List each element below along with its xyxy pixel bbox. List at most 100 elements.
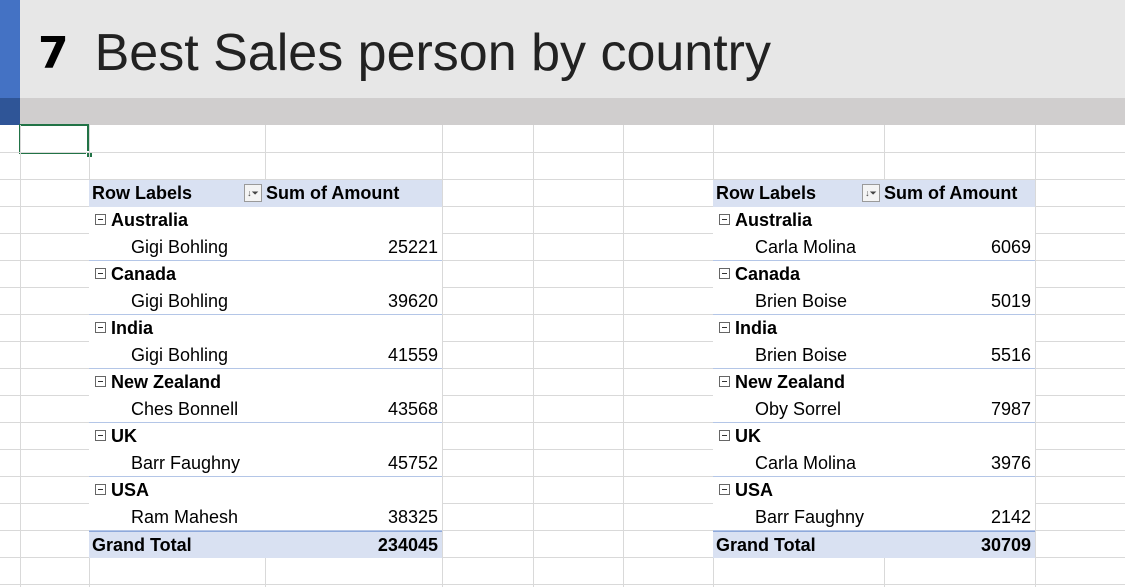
country-label: Canada [111, 264, 177, 284]
country-label: India [735, 318, 778, 338]
collapse-minus-icon[interactable] [95, 322, 106, 333]
grid-row-line [0, 476, 1125, 477]
grand-total-value: 30709 [980, 535, 1031, 555]
salesperson-row[interactable]: Ram Mahesh 38325 [89, 504, 442, 531]
country-label: Canada [735, 264, 801, 284]
title-number: 7 [38, 27, 69, 79]
salesperson-row[interactable]: Barr Faughny 2142 [713, 504, 1035, 531]
amount-value: 5516 [990, 345, 1031, 365]
sum-of-amount-header[interactable]: Sum of Amount [884, 183, 1018, 203]
salesperson-row[interactable]: Carla Molina 3976 [713, 450, 1035, 477]
grid-column-line [1035, 125, 1036, 587]
filter-sort-icon[interactable]: ↓⏷ [244, 184, 262, 202]
country-group-row[interactable]: New Zealand [89, 369, 442, 396]
collapse-minus-icon[interactable] [95, 484, 106, 495]
collapse-minus-icon[interactable] [95, 376, 106, 387]
banner-sub-band [0, 98, 1125, 125]
grid-row-line [0, 260, 1125, 261]
collapse-minus-icon[interactable] [719, 376, 730, 387]
country-group-row[interactable]: USA [713, 477, 1035, 504]
amount-value: 3976 [990, 453, 1031, 473]
country-label: New Zealand [735, 372, 846, 392]
title-banner [0, 0, 1125, 98]
row-labels-header[interactable]: Row Labels [716, 183, 817, 203]
grid-row-line [0, 233, 1125, 234]
grand-total-label: Grand Total [92, 535, 192, 555]
collapse-minus-icon[interactable] [95, 214, 106, 225]
country-group-row[interactable]: New Zealand [713, 369, 1035, 396]
salesperson-row[interactable]: Oby Sorrel 7987 [713, 396, 1035, 423]
salesperson-name: Ches Bonnell [131, 399, 239, 419]
grid-row-line [0, 341, 1125, 342]
country-group-row[interactable]: Australia [713, 207, 1035, 234]
salesperson-row[interactable]: Brien Boise 5019 [713, 288, 1035, 315]
country-group-row[interactable]: India [713, 315, 1035, 342]
grid-row-line [0, 422, 1125, 423]
country-label: UK [111, 426, 137, 446]
amount-value: 2142 [990, 507, 1031, 527]
country-group-row[interactable]: Australia [89, 207, 442, 234]
grid-column-line [442, 125, 443, 587]
salesperson-row[interactable]: Gigi Bohling 25221 [89, 234, 442, 261]
salesperson-row[interactable]: Barr Faughny 45752 [89, 450, 442, 477]
salesperson-row[interactable]: Carla Molina 6069 [713, 234, 1035, 261]
grid-column-line [20, 125, 21, 587]
collapse-minus-icon[interactable] [95, 430, 106, 441]
grid-row-line [0, 152, 1125, 153]
salesperson-name: Carla Molina [755, 237, 857, 257]
amount-value: 45752 [387, 453, 438, 473]
collapse-minus-icon[interactable] [719, 214, 730, 225]
country-label: USA [735, 480, 774, 500]
salesperson-name: Oby Sorrel [755, 399, 842, 419]
salesperson-row[interactable]: Gigi Bohling 41559 [89, 342, 442, 369]
salesperson-name: Brien Boise [755, 291, 848, 311]
page-title: 7 Best Sales person by country [38, 18, 771, 88]
country-label: New Zealand [111, 372, 222, 392]
grand-total-row[interactable]: Grand Total 234045 [89, 531, 442, 558]
grid-row-line [0, 287, 1125, 288]
country-label: Australia [735, 210, 813, 230]
salesperson-row[interactable]: Brien Boise 5516 [713, 342, 1035, 369]
grid-row-line [0, 179, 1125, 180]
amount-value: 6069 [990, 237, 1031, 257]
salesperson-row[interactable]: Ches Bonnell 43568 [89, 396, 442, 423]
collapse-minus-icon[interactable] [719, 268, 730, 279]
country-group-row[interactable]: India [89, 315, 442, 342]
grid-row-line [0, 395, 1125, 396]
country-label: UK [735, 426, 761, 446]
grid-row-line [0, 368, 1125, 369]
country-group-row[interactable]: UK [89, 423, 442, 450]
collapse-minus-icon[interactable] [95, 268, 106, 279]
salesperson-name: Ram Mahesh [131, 507, 239, 527]
amount-value: 39620 [387, 291, 438, 311]
country-group-row[interactable]: Canada [713, 261, 1035, 288]
sum-of-amount-header[interactable]: Sum of Amount [266, 183, 400, 203]
salesperson-name: Brien Boise [755, 345, 848, 365]
grid-row-line [0, 314, 1125, 315]
grand-total-row[interactable]: Grand Total 30709 [713, 531, 1035, 558]
grid-column-line [533, 125, 534, 587]
row-labels-header[interactable]: Row Labels [92, 183, 193, 203]
country-label: USA [111, 480, 150, 500]
salesperson-name: Carla Molina [755, 453, 857, 473]
banner-accent-bar [0, 0, 20, 98]
collapse-minus-icon[interactable] [719, 484, 730, 495]
salesperson-name: Gigi Bohling [131, 237, 229, 257]
grid-row-line [0, 557, 1125, 558]
country-label: India [111, 318, 154, 338]
salesperson-row[interactable]: Gigi Bohling 39620 [89, 288, 442, 315]
grand-total-value: 234045 [377, 535, 438, 555]
country-group-row[interactable]: UK [713, 423, 1035, 450]
country-group-row[interactable]: Canada [89, 261, 442, 288]
grid-row-line [0, 530, 1125, 531]
filter-sort-icon[interactable]: ↓⏷ [862, 184, 880, 202]
grand-total-label: Grand Total [716, 535, 816, 555]
collapse-minus-icon[interactable] [719, 430, 730, 441]
collapse-minus-icon[interactable] [719, 322, 730, 333]
amount-value: 38325 [387, 507, 438, 527]
active-cell-selection[interactable] [19, 124, 89, 154]
pivot-header-row: Row Labels ↓⏷ Sum of Amount [713, 180, 1035, 207]
amount-value: 41559 [387, 345, 438, 365]
salesperson-name: Gigi Bohling [131, 345, 229, 365]
country-group-row[interactable]: USA [89, 477, 442, 504]
